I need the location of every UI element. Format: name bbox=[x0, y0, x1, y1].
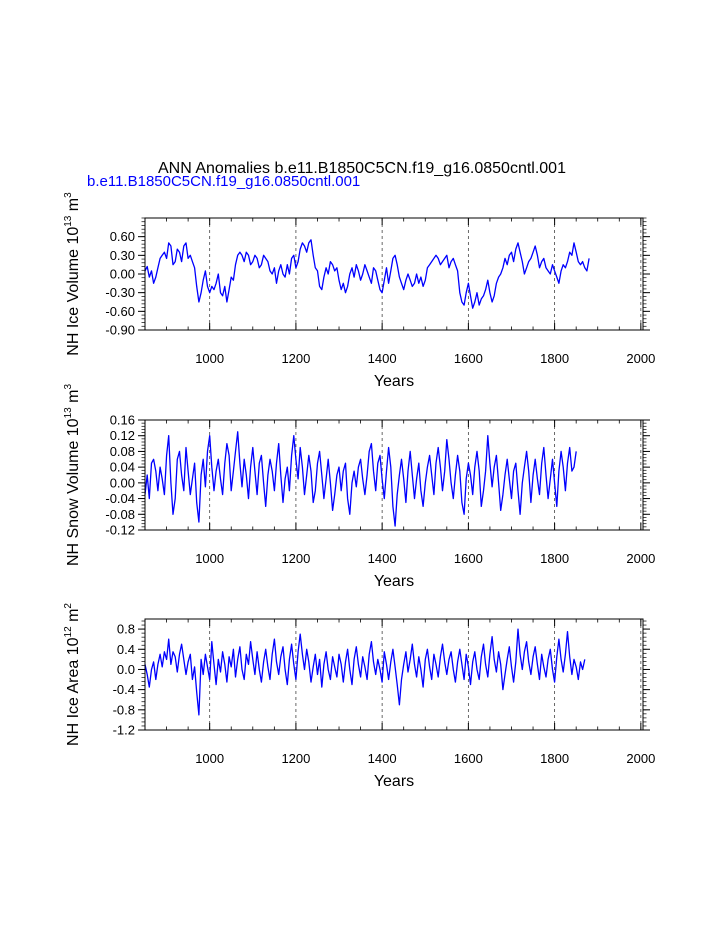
x-tick-label-1400: 1400 bbox=[368, 751, 397, 766]
y-tick-label: 0.16 bbox=[110, 413, 135, 428]
y-tick-label: 0.8 bbox=[117, 622, 135, 637]
y-tick-label: 0.30 bbox=[110, 248, 135, 263]
y-tick-label: 0.04 bbox=[110, 460, 135, 475]
x-tick-label-1800: 1800 bbox=[540, 551, 569, 566]
y-tick-label: -0.12 bbox=[105, 523, 135, 538]
plot-frame-ice-volume bbox=[144, 217, 644, 331]
x-tick-label-1000: 1000 bbox=[195, 751, 224, 766]
x-tick-label-1800: 1800 bbox=[540, 351, 569, 366]
x-axis-label: Years bbox=[374, 373, 414, 390]
y-tick-label: 0.00 bbox=[110, 267, 135, 282]
panel-snow-volume: 1000 1200 1400 1600 1800 2000-0.12-0.08-0.040… bbox=[63, 384, 655, 590]
y-tick-label: -0.30 bbox=[105, 285, 135, 300]
y-axis-label: NH Ice Area 1012 m2 bbox=[63, 603, 82, 746]
x-tick-label-1600: 1600 bbox=[454, 751, 483, 766]
x-tick-label-2000: 2000 bbox=[626, 751, 655, 766]
series-line-ice-area bbox=[144, 628, 586, 716]
y-tick-label: 0.4 bbox=[117, 642, 135, 657]
plot-frame-ice-area bbox=[144, 618, 644, 731]
x-tick-label-1200: 1200 bbox=[281, 551, 310, 566]
x-axis-label: Years bbox=[374, 773, 414, 790]
y-tick-label: -0.4 bbox=[113, 682, 135, 697]
y-tick-label: -0.04 bbox=[105, 491, 135, 506]
x-tick-label-1000: 1000 bbox=[195, 551, 224, 566]
y-tick-label: 0.0 bbox=[117, 662, 135, 677]
legend-label: b.e11.B1850C5CN.f19_g16.0850cntl.001 bbox=[87, 173, 360, 190]
y-tick-label: -0.08 bbox=[105, 507, 135, 522]
x-tick-label-1600: 1600 bbox=[454, 551, 483, 566]
x-tick-label-1000: 1000 bbox=[195, 351, 224, 366]
x-tick-label-1400: 1400 bbox=[368, 351, 397, 366]
x-tick-label-2000: 2000 bbox=[626, 351, 655, 366]
x-tick-label-1800: 1800 bbox=[540, 751, 569, 766]
x-tick-label-2000: 2000 bbox=[626, 551, 655, 566]
series-line-ice-volume bbox=[144, 239, 590, 309]
x-tick-label-1200: 1200 bbox=[281, 751, 310, 766]
y-tick-label: -0.60 bbox=[105, 304, 135, 319]
y-axis-label: NH Ice Volume 1013 m3 bbox=[63, 192, 82, 356]
y-tick-label: -0.8 bbox=[113, 702, 135, 717]
y-tick-label: -1.2 bbox=[113, 723, 135, 738]
x-tick-label-1200: 1200 bbox=[281, 351, 310, 366]
y-tick-label: 0.12 bbox=[110, 428, 135, 443]
panel-ice-area: 1000 1200 1400 1600 1800 2000 -1.2 -0.8 -0.4 0.0 0… bbox=[63, 603, 655, 790]
y-tick-label: 0.08 bbox=[110, 444, 135, 459]
x-tick-label-1600: 1600 bbox=[454, 351, 483, 366]
x-tick-label-1400: 1400 bbox=[368, 551, 397, 566]
plot-frame-snow-volume bbox=[144, 419, 644, 531]
y-tick-label: -0.90 bbox=[105, 323, 135, 338]
y-tick-label: 0.00 bbox=[110, 475, 135, 490]
series-line-snow-volume bbox=[144, 431, 577, 527]
y-tick-label: 0.60 bbox=[110, 229, 135, 244]
panel-ice-volume: 1000 1200 1400 1600 1800 2000 -0.90 -0.60 -0.30 0… bbox=[63, 192, 655, 390]
x-axis-label: Years bbox=[374, 573, 414, 590]
y-axis-label: NH Snow Volume 1013 m3 bbox=[63, 384, 82, 567]
figure-title: ANN Anomalies b.e11.B1850C5CN.f19_g16.08… bbox=[158, 160, 566, 177]
